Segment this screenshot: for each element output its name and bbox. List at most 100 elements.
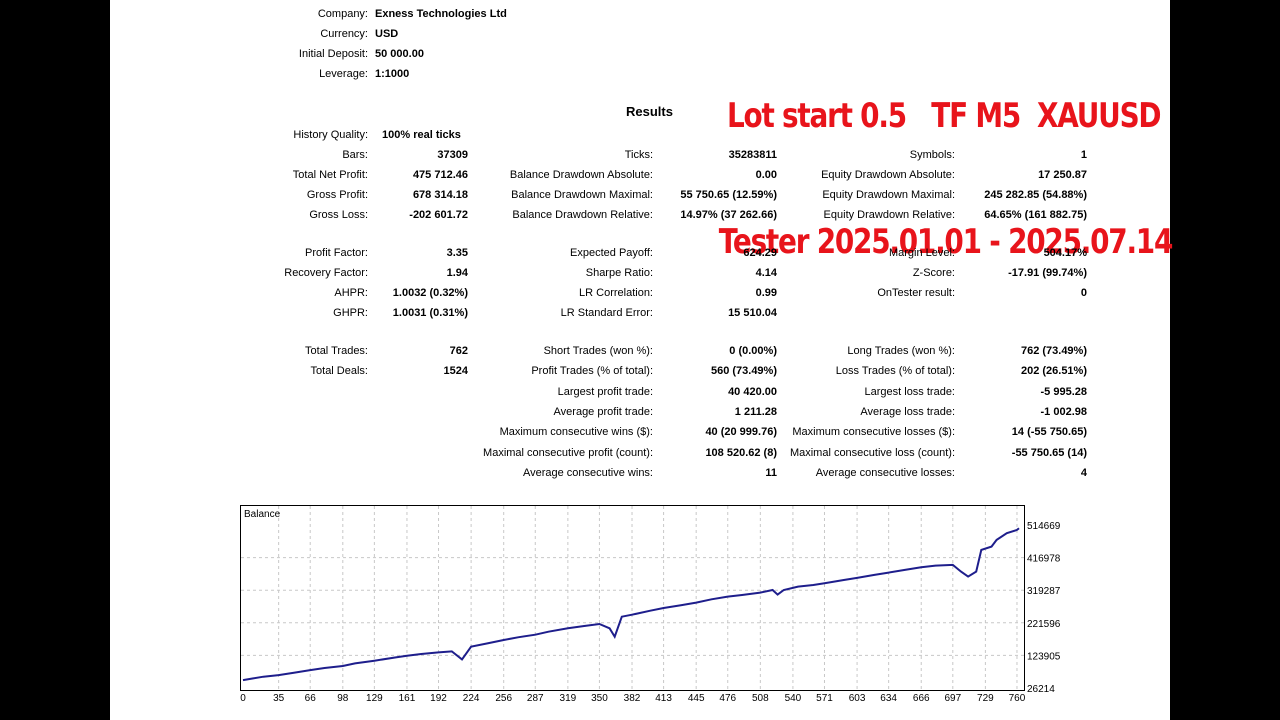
col3-stat-label: Z-Score: [912, 267, 955, 279]
overlay-caption: Lot start 0.5 TF M5 XAUUSD Tester 2025.0… [719, 11, 1174, 305]
col3-stat-value: 4 [1080, 467, 1087, 479]
col1-stat-label: GHPR: [333, 307, 368, 319]
col2-stat-label: Profit Trades (% of total): [531, 365, 653, 377]
x-tick-label: 319 [560, 693, 577, 704]
col1-stat-label: Bars: [342, 149, 368, 161]
col1-stat-label: Total Deals: [310, 365, 368, 377]
col3-stat-value: 1 [1080, 149, 1087, 161]
col3-stat-value: -17.91 (99.74%) [1008, 267, 1087, 279]
col2-stat-value: 14.97% (37 262.66) [680, 209, 777, 221]
col3-stat-label: Symbols: [909, 149, 955, 161]
col2-stat-label: Average consecutive wins: [522, 467, 653, 479]
x-tick-label: 760 [1009, 693, 1026, 704]
col3-stat-label: Equity Drawdown Maximal: [822, 189, 955, 201]
col3-stat-value: 0 [1080, 287, 1087, 299]
col2-stat-value: 11 [765, 467, 777, 479]
col3-stat-label: Average consecutive losses: [815, 467, 955, 479]
col1-stat-value: 1.0032 (0.32%) [392, 287, 468, 299]
col2-stat-label: Balance Drawdown Absolute: [509, 169, 653, 181]
col1-stat-value: -202 601.72 [409, 209, 468, 221]
col3-stat-value: 504.17% [1043, 247, 1087, 259]
col1-stat-label: Gross Profit: [306, 189, 368, 201]
col3-stat-label: Maximal consecutive loss (count): [789, 447, 955, 459]
col3-stat-label: Maximum consecutive losses ($): [792, 426, 955, 438]
col2-stat-label: Maximal consecutive profit (count): [483, 447, 653, 459]
y-tick-label: 26214 [1027, 684, 1055, 695]
col2-stat-value: 15 510.04 [728, 307, 777, 319]
col2-stat-label: Expected Payoff: [570, 247, 653, 259]
y-tick-label: 123905 [1027, 651, 1061, 662]
col2-stat-label: Balance Drawdown Relative: [512, 209, 653, 221]
col2-stat-label: Balance Drawdown Maximal: [511, 189, 653, 201]
y-tick-label: 221596 [1027, 619, 1061, 630]
col2-stat-label: Maximum consecutive wins ($): [499, 426, 653, 438]
overlay-line-1: Lot start 0.5 TF M5 XAUUSD [727, 96, 1162, 136]
history-quality-value: 100% real ticks [382, 129, 461, 141]
col2-stat-label: Ticks: [624, 149, 653, 161]
col2-stat-label: Short Trades (won %): [543, 345, 653, 357]
x-tick-label: 540 [785, 693, 802, 704]
col1-stat-label: AHPR: [334, 287, 368, 299]
x-tick-label: 413 [655, 693, 672, 704]
x-tick-label: 571 [816, 693, 833, 704]
col2-stat-label: Largest profit trade: [557, 386, 653, 398]
col2-stat-value: 40 420.00 [728, 386, 777, 398]
col1-stat-label: Total Net Profit: [292, 169, 368, 181]
col2-stat-value: 0.99 [755, 287, 777, 299]
col3-stat-value: 762 (73.49%) [1020, 345, 1087, 357]
col1-stat-value: 1.94 [446, 267, 468, 279]
col3-stat-value: 14 (-55 750.65) [1011, 426, 1087, 438]
col2-stat-value: 35283811 [728, 149, 777, 161]
y-tick-label: 514669 [1027, 521, 1061, 532]
deposit-value: 50 000.00 [375, 48, 424, 60]
col3-stat-value: 64.65% (161 882.75) [984, 209, 1087, 221]
x-tick-label: 256 [495, 693, 512, 704]
balance-series-line [242, 527, 1020, 682]
leverage-label: Leverage: [319, 68, 368, 80]
col2-stat-value: 40 (20 999.76) [705, 426, 777, 438]
currency-value: USD [375, 28, 399, 40]
y-tick-label: 416978 [1027, 554, 1061, 565]
x-tick-label: 476 [719, 693, 736, 704]
col2-stat-value: 1 211.28 [734, 406, 777, 418]
col1-stat-value: 37309 [437, 149, 468, 161]
col2-stat-value: 624.29 [743, 247, 777, 259]
x-tick-label: 192 [430, 693, 447, 704]
col2-stat-value: 108 520.62 (8) [705, 447, 777, 459]
x-tick-label: 224 [463, 693, 480, 704]
history-quality-label: History Quality: [293, 129, 368, 141]
results-title: Results [626, 104, 673, 119]
col3-stat-label: Largest loss trade: [864, 386, 956, 398]
x-tick-label: 697 [944, 693, 961, 704]
col2-stat-label: LR Correlation: [579, 287, 653, 299]
x-tick-label: 729 [977, 693, 994, 704]
x-tick-label: 35 [273, 693, 285, 704]
col3-stat-value: 245 282.85 (54.88%) [984, 189, 1087, 201]
col1-stat-label: Recovery Factor: [284, 267, 368, 279]
col3-stat-label: Long Trades (won %): [847, 345, 955, 357]
balance-chart: 0 35 66 98 129 161 192 224 256 287 319 350 382 413 445… [240, 505, 1061, 704]
col3-stat-label: OnTester result: [877, 287, 955, 299]
col2-stat-label: Sharpe Ratio: [585, 267, 653, 279]
x-tick-label: 66 [305, 693, 317, 704]
col3-stat-label: Average loss trade: [860, 406, 955, 418]
chart-title: Balance [244, 509, 281, 520]
col3-stat-value: -55 750.65 (14) [1011, 447, 1087, 459]
x-tick-label: 445 [688, 693, 705, 704]
col3-stat-label: Equity Drawdown Relative: [823, 209, 955, 221]
col2-stat-label: LR Standard Error: [560, 307, 653, 319]
deposit-label: Initial Deposit: [298, 48, 368, 60]
x-tick-label: 350 [591, 693, 608, 704]
x-tick-label: 287 [527, 693, 544, 704]
x-tick-label: 508 [752, 693, 769, 704]
col2-stat-label: Average profit trade: [553, 406, 653, 418]
col1-stat-value: 1.0031 (0.31%) [392, 307, 468, 319]
col3-stat-value: 17 250.87 [1038, 169, 1087, 181]
col1-stat-label: Gross Loss: [309, 209, 368, 221]
col2-stat-value: 0 (0.00%) [729, 345, 777, 357]
col1-stat-label: Total Trades: [305, 345, 368, 357]
col3-stat-value: -1 002.98 [1040, 406, 1087, 418]
x-tick-label: 129 [366, 693, 383, 704]
col2-stat-value: 560 (73.49%) [710, 365, 777, 377]
company-value: Exness Technologies Ltd [375, 8, 507, 20]
